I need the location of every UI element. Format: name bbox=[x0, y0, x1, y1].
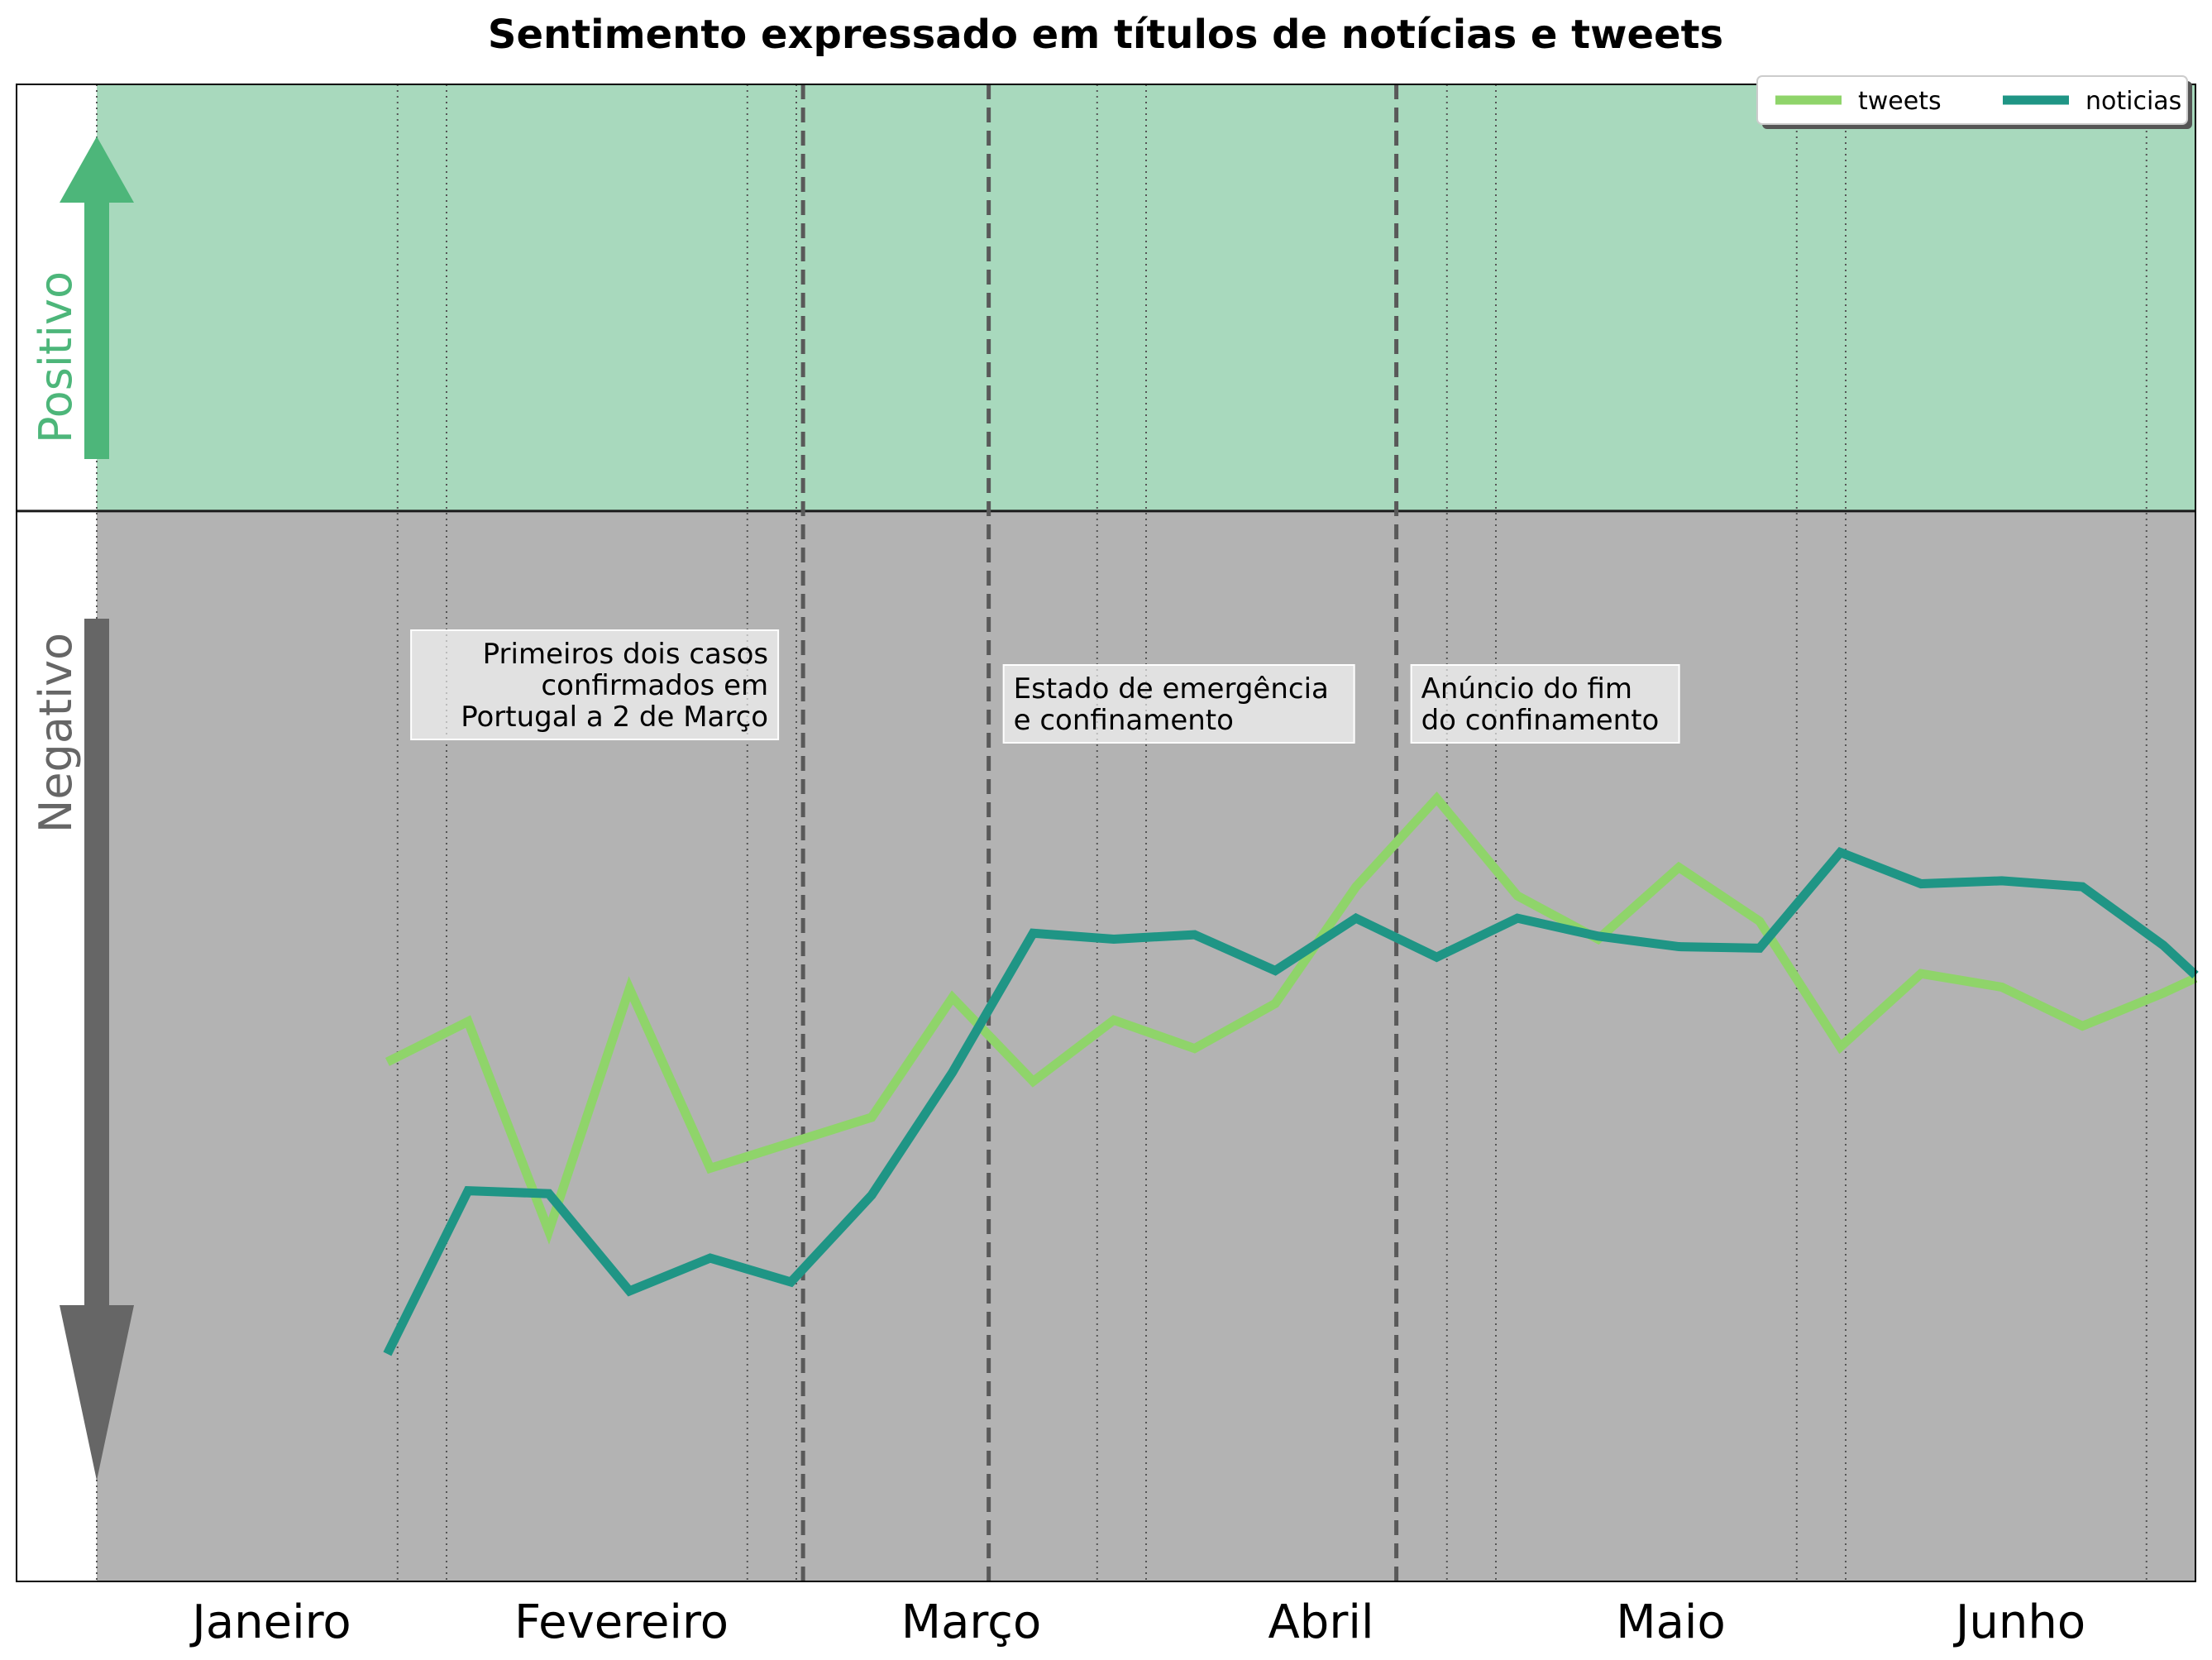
negative-arrow-head bbox=[60, 1305, 134, 1481]
plot-area: Primeiros dois casos confirmados em Portug… bbox=[16, 75, 2199, 1649]
event-annotation-1: Primeiros dois casos confirmados em Portug… bbox=[461, 638, 768, 734]
event-annotation-3: Anúncio do fim do confinamento bbox=[1421, 672, 1660, 737]
legend-box bbox=[1756, 75, 2188, 125]
legend-label-noticias: noticias bbox=[2085, 87, 2181, 116]
event-annotation-box-2 bbox=[1002, 664, 1355, 744]
positive-arrow-shaft bbox=[84, 199, 109, 459]
legend-label-tweets: tweets bbox=[1858, 87, 1942, 116]
positive-label: Positivo bbox=[30, 271, 82, 443]
event-annotation-box-1 bbox=[410, 629, 780, 740]
x-tick-label-maio: Maio bbox=[1616, 1595, 1725, 1649]
x-tick-label-janeiro: Janeiro bbox=[189, 1595, 351, 1649]
x-tick-label-março: Março bbox=[901, 1595, 1041, 1649]
negative-arrow-shaft bbox=[84, 619, 109, 1309]
series-line-noticias bbox=[383, 846, 2199, 1356]
positive-arrow-head bbox=[60, 136, 134, 203]
x-tick-label-fevereiro: Fevereiro bbox=[514, 1595, 729, 1649]
event-annotation-2: Estado de emergência e confinamento bbox=[1014, 672, 1329, 737]
plot-frame bbox=[16, 84, 2196, 1582]
x-tick-label-junho: Junho bbox=[1953, 1595, 2085, 1649]
x-tick-label-abril: Abril bbox=[1268, 1595, 1374, 1649]
legend: tweets noticias bbox=[1756, 75, 2192, 129]
chart-title: Sentimento expressado em títulos de notí… bbox=[488, 12, 1723, 58]
negative-label: Negativo bbox=[30, 633, 82, 833]
event-annotation-box-3 bbox=[1410, 664, 1680, 744]
